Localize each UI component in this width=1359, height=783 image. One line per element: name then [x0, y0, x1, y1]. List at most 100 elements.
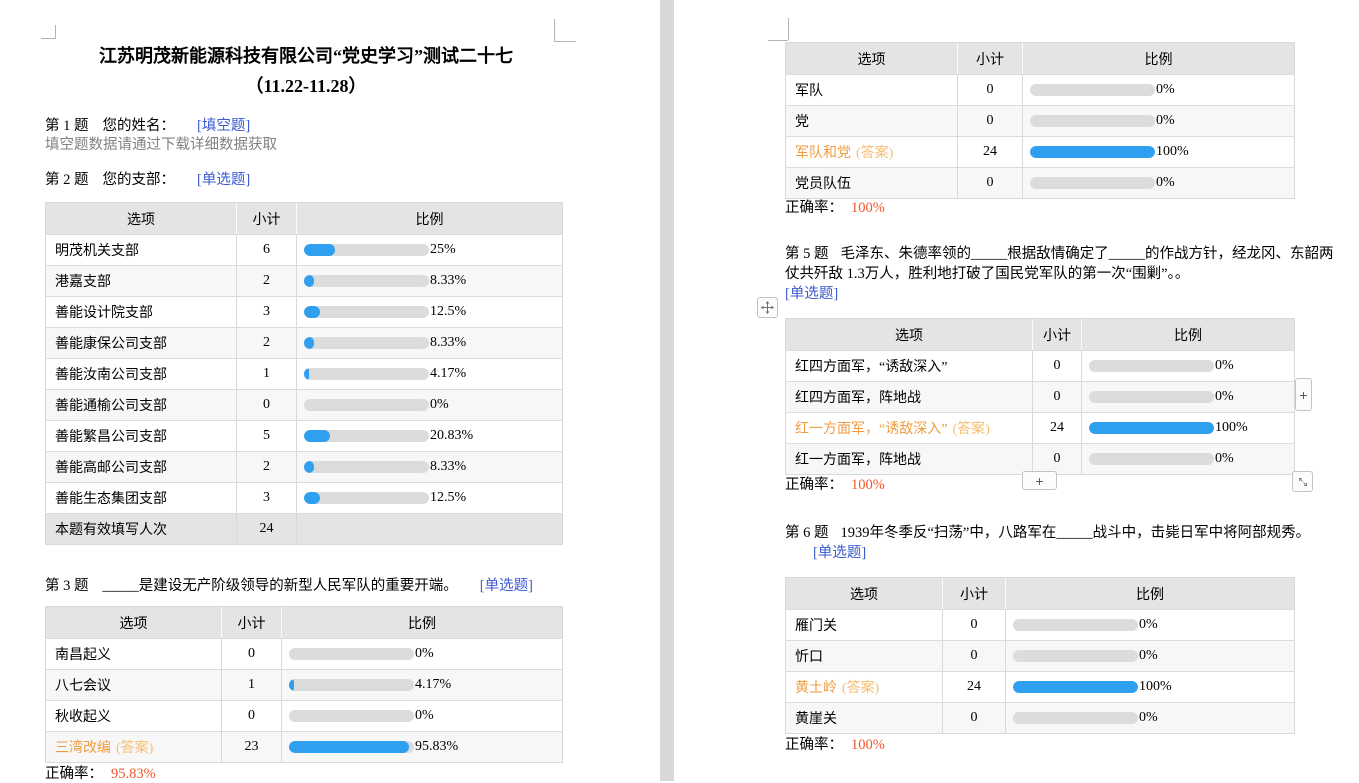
- progress-bar: [304, 461, 429, 473]
- count-value: 0: [222, 639, 282, 669]
- progress-fill: [1030, 146, 1155, 158]
- progress-bar: [304, 337, 429, 349]
- progress-fill: [289, 741, 409, 753]
- progress-fill: [304, 306, 320, 318]
- percent-label: 20.83%: [430, 428, 474, 443]
- option-label-answer: 黄土岭: [795, 681, 837, 696]
- percent-label: 0%: [1156, 175, 1175, 190]
- question-6-text: 1939年冬季反“扫荡”中，八路军在_____战斗中，击毙日军中将阿部规秀。: [840, 525, 1311, 541]
- count-value: 0: [1033, 351, 1082, 381]
- header-option: 选项: [46, 203, 237, 234]
- table-header-row: 选项 小计 比例: [46, 607, 562, 638]
- margin-mark: [41, 38, 56, 39]
- progress-bar: [1013, 650, 1138, 662]
- percent-label: 0%: [415, 708, 434, 723]
- percent-label: 12.5%: [430, 490, 467, 505]
- progress-bar: [1013, 681, 1138, 693]
- table-header-row: 选项 小计 比例: [786, 578, 1294, 609]
- percent-label: 0%: [1139, 617, 1158, 632]
- question-2-type-link[interactable]: [单选题]: [197, 172, 251, 188]
- table-resize-handle[interactable]: [1292, 471, 1313, 492]
- question-3-text: _____是建设无产阶级领导的新型人民军队的重要开端。: [102, 578, 458, 594]
- option-label: 党: [795, 115, 809, 130]
- question-1-text: 您的姓名：: [102, 118, 176, 134]
- table-row: 善能高邮公司支部 2 8.33%: [46, 451, 562, 482]
- accuracy-label: 正确率：: [45, 766, 103, 782]
- percent-label: 0%: [1139, 648, 1158, 663]
- table-row: 党员队伍 0 0%: [786, 167, 1294, 198]
- accuracy-q3: 正确率： 95.83%: [45, 762, 156, 783]
- plus-icon: +: [1035, 472, 1044, 489]
- accuracy-value: 100%: [851, 477, 885, 493]
- header-count: 小计: [958, 43, 1023, 74]
- table-move-handle[interactable]: [757, 297, 778, 318]
- footer-count: 24: [237, 514, 297, 544]
- option-label: 军队: [795, 84, 823, 99]
- answer-tag: (答案): [116, 741, 154, 756]
- progress-bar: [304, 368, 429, 380]
- percent-label: 0%: [1156, 82, 1175, 97]
- option-label: 港嘉支部: [55, 275, 111, 290]
- header-option: 选项: [786, 578, 943, 609]
- table-row: 党 0 0%: [786, 105, 1294, 136]
- add-row-button[interactable]: +: [1022, 471, 1057, 490]
- question-6-number: 第 6 题: [785, 525, 829, 541]
- accuracy-q4: 正确率： 100%: [785, 196, 885, 217]
- count-value: 3: [237, 483, 297, 513]
- question-3: 第 3 题 _____是建设无产阶级领导的新型人民军队的重要开端。 [单选题]: [45, 574, 533, 595]
- option-label: 红一方面军，阵地战: [795, 453, 921, 468]
- progress-fill: [289, 679, 295, 691]
- progress-bar: [1089, 453, 1214, 465]
- progress-bar: [1030, 177, 1155, 189]
- header-count: 小计: [943, 578, 1006, 609]
- progress-bar: [304, 306, 429, 318]
- percent-label: 0%: [1215, 389, 1234, 404]
- table-row: 善能汝南公司支部 1 4.17%: [46, 358, 562, 389]
- table-question-5: 选项 小计 比例 红四方面军，“诱敌深入” 0 0% 红四方面军，阵地战 0 0…: [785, 318, 1295, 475]
- count-value: 2: [237, 452, 297, 482]
- progress-bar: [1030, 115, 1155, 127]
- percent-label: 0%: [415, 646, 434, 661]
- plus-icon: +: [1299, 386, 1308, 403]
- page-right: 选项 小计 比例 军队 0 0% 党 0 0% 军队和党 (答案) 24 100%…: [674, 0, 1359, 781]
- table-row-answer: 黄土岭 (答案) 24 100%: [786, 671, 1294, 702]
- header-count: 小计: [222, 607, 282, 638]
- question-6-type-link[interactable]: [单选题]: [813, 544, 867, 561]
- answer-tag: (答案): [952, 422, 990, 437]
- answer-tag: (答案): [842, 681, 880, 696]
- count-value: 0: [958, 75, 1023, 105]
- option-label: 善能生态集团支部: [55, 492, 167, 507]
- table-row: 善能生态集团支部 3 12.5%: [46, 482, 562, 513]
- question-2-text: 您的支部：: [102, 172, 176, 188]
- percent-label: 4.17%: [430, 366, 467, 381]
- margin-mark: [768, 40, 788, 41]
- margin-mark: [554, 41, 576, 42]
- question-1: 第 1 题您的姓名： [填空题]: [45, 114, 250, 135]
- table-row-answer: 红一方面军，“诱敌深入” (答案) 24 100%: [786, 412, 1294, 443]
- percent-label: 8.33%: [430, 459, 467, 474]
- question-6: 第 6 题 1939年冬季反“扫荡”中，八路军在_____战斗中，击毙日军中将阿部…: [785, 524, 1340, 563]
- add-column-button[interactable]: +: [1295, 378, 1312, 411]
- resize-icon: [1298, 477, 1307, 486]
- question-5-type-link[interactable]: [单选题]: [785, 286, 839, 302]
- question-3-type-link[interactable]: [单选题]: [479, 578, 533, 594]
- progress-bar: [1030, 84, 1155, 96]
- header-ratio: 比例: [408, 616, 436, 632]
- percent-label: 100%: [1156, 144, 1189, 159]
- option-label: 红四方面军，阵地战: [795, 391, 921, 406]
- accuracy-label: 正确率：: [785, 737, 843, 753]
- progress-bar: [289, 710, 414, 722]
- count-value: 2: [237, 328, 297, 358]
- accuracy-q6: 正确率： 100%: [785, 733, 885, 754]
- progress-bar: [289, 741, 414, 753]
- count-value: 1: [222, 670, 282, 700]
- option-label: 黄崖关: [795, 712, 837, 727]
- percent-label: 12.5%: [430, 304, 467, 319]
- table-row: 红四方面军，阵地战 0 0%: [786, 381, 1294, 412]
- option-label: 善能繁昌公司支部: [55, 430, 167, 445]
- table-header-row: 选项 小计 比例: [786, 43, 1294, 74]
- header-option: 选项: [786, 43, 958, 74]
- question-1-type-link[interactable]: [填空题]: [197, 118, 251, 134]
- margin-mark: [788, 18, 789, 40]
- progress-fill: [304, 275, 315, 287]
